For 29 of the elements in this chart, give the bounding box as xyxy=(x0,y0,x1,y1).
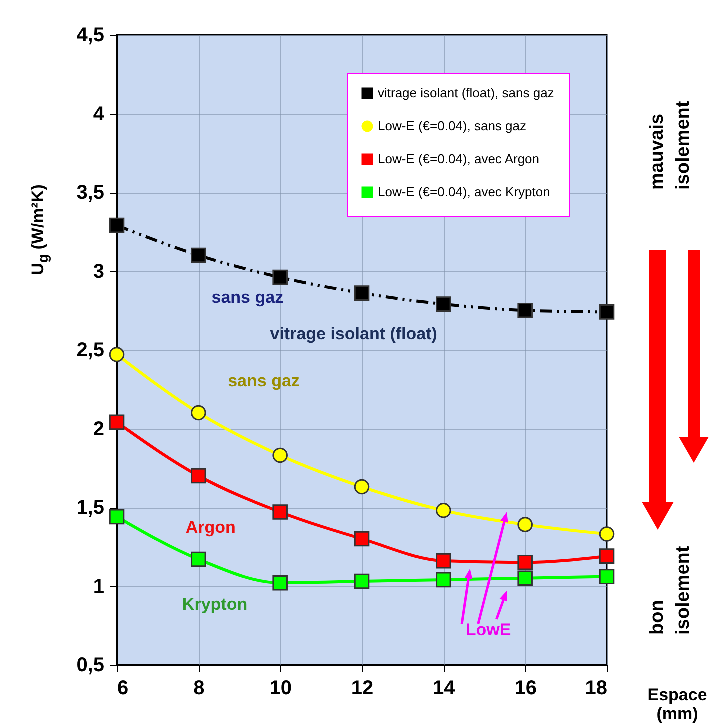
annotation: sans gaz xyxy=(212,288,284,308)
annotation: LowE xyxy=(466,620,512,640)
y-tick-label: 3 xyxy=(93,260,104,283)
x-tick-label: 8 xyxy=(194,678,205,700)
y-tick-label: 1,5 xyxy=(76,497,104,519)
y-tick-label: 0,5 xyxy=(76,654,104,676)
annotation: Krypton xyxy=(182,595,248,614)
legend-label: Low-E (€=0.04), avec Krypton xyxy=(378,184,550,200)
y-tick-label: 2,5 xyxy=(76,340,104,362)
y-tick-label: 1 xyxy=(93,576,104,598)
legend-label: Low-E (€=0.04), avec Argon xyxy=(378,152,540,166)
legend-label: Low-E (€=0.04), sans gaz xyxy=(378,118,526,134)
annotation: vitrage isolant (float) xyxy=(270,324,438,344)
y-tick-label: 4,5 xyxy=(76,24,104,46)
x-axis-title: Espace (mm) xyxy=(648,686,708,724)
text: mauvais isolement xyxy=(646,100,695,190)
y-tick-label: 4 xyxy=(93,103,106,126)
y-tick-label: 2 xyxy=(93,418,104,440)
x-tick-label: 10 xyxy=(270,678,292,700)
x-tick-label: 6 xyxy=(118,678,129,700)
text: bon isolement xyxy=(646,545,695,635)
legend-label: vitrage isolant (float), sans gaz xyxy=(378,86,554,100)
x-tick-label: 14 xyxy=(433,678,456,700)
annotation: sans gaz xyxy=(228,372,300,390)
x-tick-label: 18 xyxy=(585,678,608,700)
x-tick-label: 16 xyxy=(514,678,537,700)
annotation: Argon xyxy=(186,518,236,537)
y-tick-label: 3,5 xyxy=(76,182,104,204)
x-tick-label: 12 xyxy=(351,678,374,700)
